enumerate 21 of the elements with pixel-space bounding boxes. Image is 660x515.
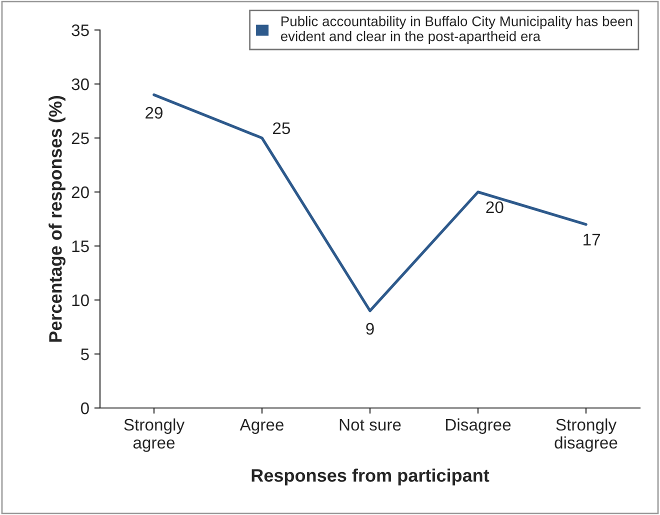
x-tick-label: Agree (240, 419, 284, 434)
y-tick-label: 35 (72, 24, 89, 36)
legend-label: Public accountability in Buffalo City Municipality has been evident and clear in the post-apartheid era (280, 16, 632, 44)
data-label: 9 (366, 322, 374, 335)
x-tick-label: Not sure (340, 419, 401, 431)
y-tick-label: 20 (72, 186, 89, 198)
x-tick-label: Strongly disagree (554, 418, 618, 452)
data-label: 25 (273, 122, 290, 134)
y-axis-title: Percentage of responses (%) (48, 96, 66, 342)
y-tick-label: 10 (72, 294, 89, 306)
data-label: 17 (584, 234, 600, 246)
y-tick-label: 30 (72, 78, 89, 90)
y-tick-label: 0 (80, 402, 89, 414)
x-tick-label: Strongly agree (124, 418, 185, 452)
data-label: 29 (146, 106, 162, 119)
y-tick-label: 15 (72, 240, 89, 252)
y-tick-label: 25 (72, 132, 89, 144)
y-tick-label: 5 (80, 348, 89, 360)
x-axis-title: Responses from participant (252, 468, 490, 486)
data-label: 20 (486, 201, 504, 214)
x-tick-label: Disagree (446, 418, 511, 434)
